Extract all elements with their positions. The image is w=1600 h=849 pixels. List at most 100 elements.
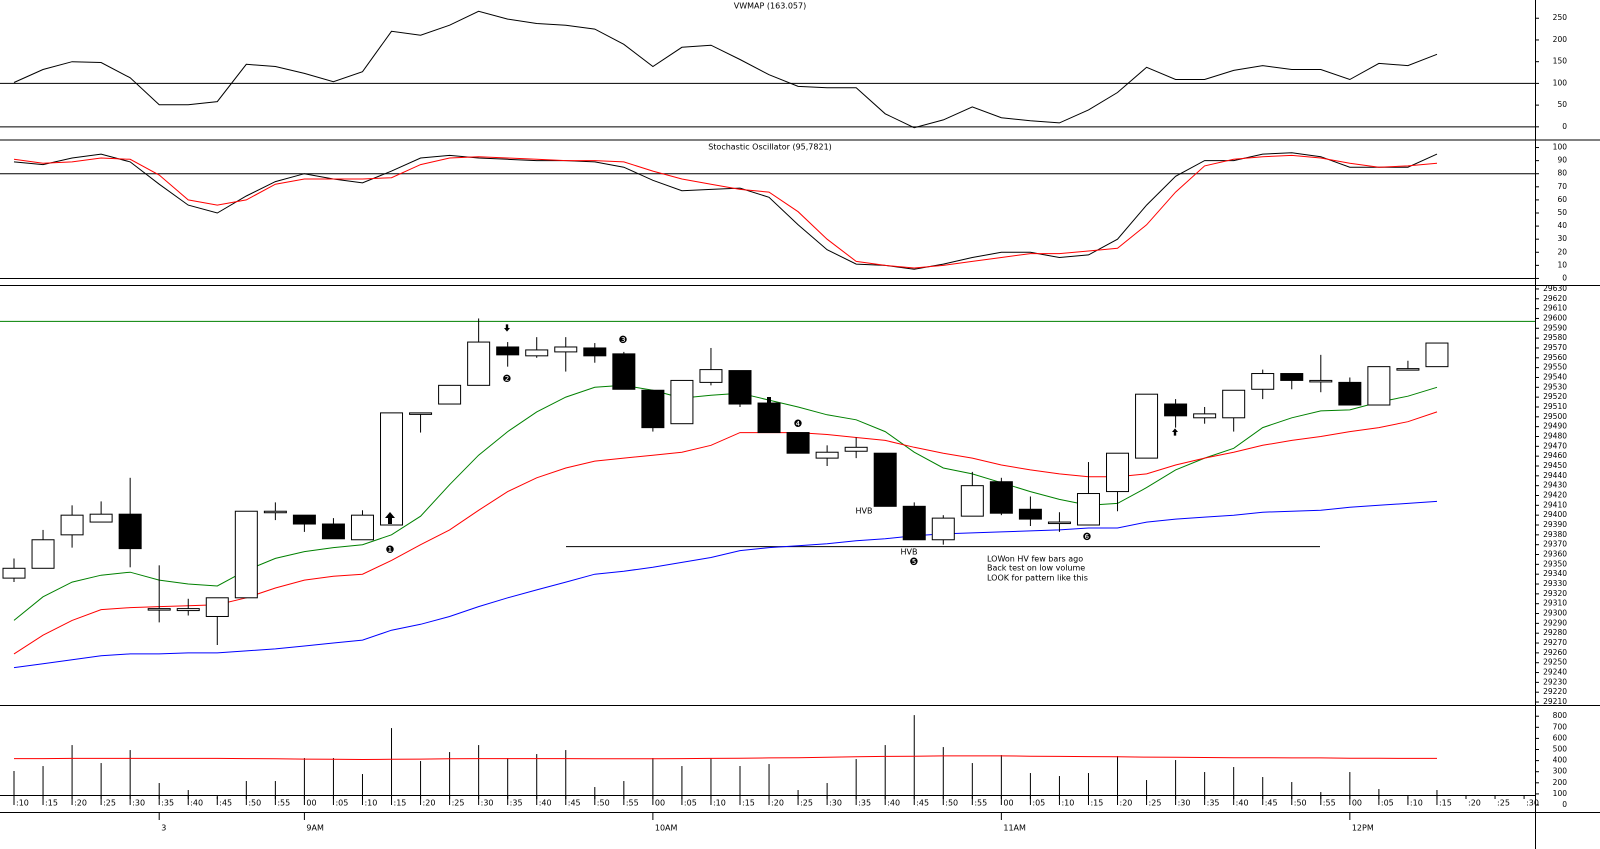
x-tick-label: :30: [132, 799, 145, 808]
y-tick-label: 29370: [1543, 540, 1567, 549]
annotation: ❶: [386, 545, 395, 556]
y-tick-label: 29470: [1543, 441, 1567, 450]
y-tick-label: 29630: [1543, 284, 1567, 293]
y-tick-label: 29550: [1543, 363, 1567, 372]
candle-body: [89, 513, 113, 523]
y-tick-label: 150: [1553, 57, 1568, 66]
annotation: ❷: [503, 374, 512, 385]
x-tick-label: :45: [916, 799, 929, 808]
panel-title: VWMAP (163.057): [734, 2, 806, 11]
y-tick-label: 29580: [1543, 333, 1567, 342]
candle-body: [1280, 373, 1304, 381]
date-label: 12PM: [1352, 824, 1374, 833]
candle-body: [205, 597, 229, 617]
indicator-line: [13, 10, 1438, 129]
x-tick-label: :15: [45, 799, 58, 808]
y-tick-label: 29520: [1543, 392, 1567, 401]
candle-body: [1018, 508, 1042, 520]
candle-body: [1338, 381, 1362, 406]
x-tick-label: :40: [1236, 799, 1249, 808]
y-tick-label: 29490: [1543, 422, 1567, 431]
arrow-icon: [764, 397, 774, 409]
y-tick-label: 29510: [1543, 402, 1567, 411]
y-tick-label: 29220: [1543, 687, 1567, 696]
x-tick-label: :15: [1439, 799, 1452, 808]
x-tick-label: :40: [539, 799, 552, 808]
date-label: 11AM: [1003, 824, 1026, 833]
candle-body: [1396, 368, 1420, 371]
y-tick-label: 29230: [1543, 677, 1567, 686]
y-tick-label: 300: [1553, 767, 1568, 776]
x-tick-label: :10: [364, 799, 377, 808]
candle-body: [321, 523, 345, 540]
y-tick-label: 29340: [1543, 569, 1567, 578]
candle-body: [612, 353, 636, 390]
x-tick-label: :25: [1149, 799, 1162, 808]
y-tick-label: 29330: [1543, 579, 1567, 588]
candle-body: [31, 539, 55, 569]
indicator-line: [13, 384, 1438, 621]
x-tick-label: :50: [248, 799, 261, 808]
y-tick-label: 100: [1553, 78, 1568, 87]
candle-body: [496, 346, 520, 356]
arrow-icon: [385, 512, 395, 524]
y-tick-label: 29300: [1543, 609, 1567, 618]
panel-title: Stochastic Oscillator (95,7821): [708, 143, 832, 152]
y-tick-label: 400: [1553, 756, 1568, 765]
x-tick-label: :20: [423, 799, 436, 808]
x-tick-label: 00: [655, 799, 665, 808]
y-tick-label: 29380: [1543, 530, 1567, 539]
x-tick-label: :25: [1497, 799, 1510, 808]
x-tick-label: :05: [1032, 799, 1045, 808]
y-tick-label: 700: [1553, 722, 1568, 731]
x-tick-label: :55: [277, 799, 290, 808]
x-tick-label: :40: [887, 799, 900, 808]
candle-body: [1425, 342, 1449, 368]
x-tick-label: :30: [1178, 799, 1191, 808]
candle-body: [409, 412, 433, 415]
y-tick-label: 29530: [1543, 382, 1567, 391]
y-tick-label: 29560: [1543, 353, 1567, 362]
candle-body: [641, 389, 665, 429]
y-tick-label: 200: [1553, 778, 1568, 787]
annotation: ❸: [619, 335, 628, 346]
x-tick-label: :30: [1526, 799, 1539, 808]
annotation: Back test on low volume: [987, 564, 1085, 573]
candle-body: [176, 608, 200, 612]
indicator-line: [13, 500, 1438, 669]
annotation: ❻: [1083, 532, 1092, 543]
arrow-icon: [504, 324, 510, 332]
x-tick-label: :25: [103, 799, 116, 808]
y-tick-label: 29410: [1543, 500, 1567, 509]
y-tick-label: 29500: [1543, 412, 1567, 421]
y-tick-label: 29540: [1543, 372, 1567, 381]
x-tick-label: :40: [190, 799, 203, 808]
candle-body: [292, 514, 316, 525]
y-tick-label: 40: [1557, 221, 1567, 230]
x-tick-label: :20: [1468, 799, 1481, 808]
y-tick-label: 250: [1553, 13, 1568, 22]
candle-body: [1047, 521, 1071, 525]
y-tick-label: 70: [1557, 182, 1567, 191]
y-tick-label: 29310: [1543, 599, 1567, 608]
candle-body: [380, 412, 404, 526]
x-tick-label: :10: [1061, 799, 1074, 808]
x-tick-label: :35: [510, 799, 523, 808]
annotation: ❺: [910, 557, 919, 568]
x-tick-label: :30: [481, 799, 494, 808]
y-tick-label: 29250: [1543, 658, 1567, 667]
y-tick-label: 200: [1553, 35, 1568, 44]
candle-body: [815, 451, 839, 459]
x-tick-label: 00: [306, 799, 316, 808]
x-tick-label: :10: [16, 799, 29, 808]
y-tick-label: 90: [1557, 156, 1567, 165]
y-tick-label: 29610: [1543, 304, 1567, 313]
candle-body: [786, 432, 810, 454]
x-tick-label: :05: [684, 799, 697, 808]
date-label: 10AM: [655, 824, 678, 833]
indicator-line: [13, 154, 1438, 269]
x-tick-label: :35: [1207, 799, 1220, 808]
date-label: 9AM: [306, 824, 324, 833]
y-tick-label: 29260: [1543, 648, 1567, 657]
candle-body: [989, 481, 1013, 514]
